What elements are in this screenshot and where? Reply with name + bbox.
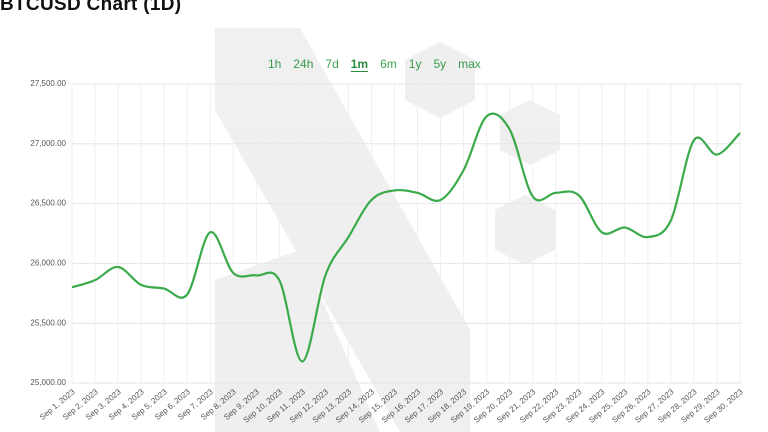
price-line [71,112,741,363]
y-tick-label: 25,000.00 [30,378,66,387]
y-tick-label: 25,500.00 [30,318,66,327]
range-button[interactable]: 1m [350,57,369,71]
y-tick-label: 26,000.00 [30,259,66,268]
watermark [215,28,560,432]
y-tick-label: 27,500.00 [30,79,66,88]
range-button[interactable]: 1y [409,57,422,71]
range-selector: 1h 24h 7d 1m 6m 1y 5y max [268,57,481,71]
range-button[interactable]: max [458,57,481,71]
y-tick-label: 27,000.00 [30,139,66,148]
y-tick-label: 26,500.00 [30,199,66,208]
range-button[interactable]: 5y [433,57,446,71]
chart-title: BTCUSD Chart (1D) [0,0,182,15]
range-button[interactable]: 24h [293,57,313,71]
range-button[interactable]: 6m [380,57,397,71]
range-button[interactable]: 1h [268,57,281,71]
range-button[interactable]: 7d [325,57,339,71]
